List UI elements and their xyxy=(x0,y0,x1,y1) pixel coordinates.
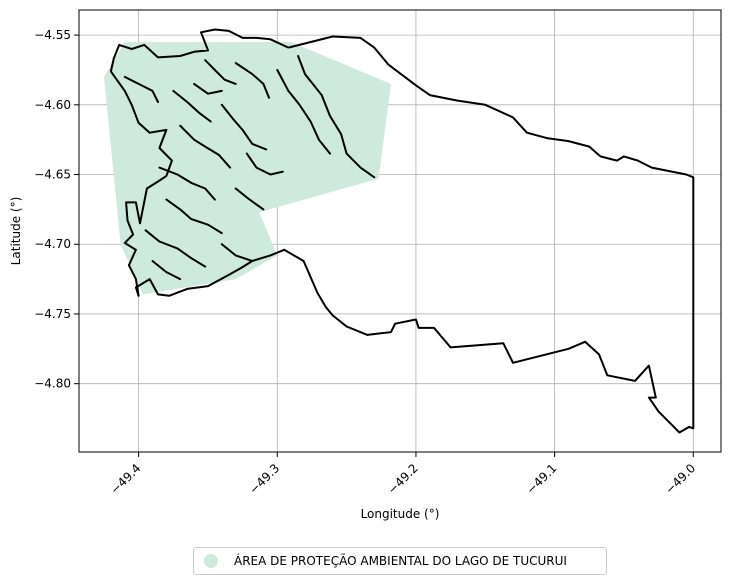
lake-inlet-outline xyxy=(234,187,265,211)
y-tick-label: −4.75 xyxy=(34,307,71,321)
y-tick-label: −4.65 xyxy=(34,168,71,182)
y-tick-label: −4.55 xyxy=(34,28,71,42)
legend-entry-label: ÁREA DE PROTEÇÃO AMBIENTAL DO LAGO DE TU… xyxy=(234,554,567,568)
lake-outline xyxy=(109,28,695,434)
lake-inlet-outline xyxy=(204,59,237,85)
y-tick-label: −4.80 xyxy=(34,377,71,391)
lake-inlet-outline xyxy=(297,55,376,179)
x-axis-ticks: −49.4 −49.3 −49.2 −49.1 −49.0 xyxy=(108,452,698,497)
lake-inlet-outline xyxy=(276,69,331,155)
y-axis-label: Latitude (°) xyxy=(9,197,23,266)
lake-inlet-outline xyxy=(193,82,223,95)
lake-inlet-outline xyxy=(158,166,216,201)
lake-inlet-outline xyxy=(123,75,159,103)
lake-boundary-layer xyxy=(109,28,695,434)
apa-fill-layer xyxy=(104,42,391,295)
x-axis-label: Longitude (°) xyxy=(361,507,440,521)
legend-swatch xyxy=(204,554,218,568)
y-tick-label: −4.70 xyxy=(34,237,71,251)
lake-inlet-outline xyxy=(245,152,284,176)
x-tick-label: −49.3 xyxy=(246,461,282,497)
legend: ÁREA DE PROTEÇÃO AMBIENTAL DO LAGO DE TU… xyxy=(193,547,607,575)
lake-inlet-outline xyxy=(220,243,254,262)
lake-inlet-outline xyxy=(234,62,270,99)
x-tick-label: −49.2 xyxy=(385,461,421,497)
x-tick-label: −49.4 xyxy=(108,461,144,497)
lake-inlet-outline xyxy=(220,103,268,151)
plot-frame xyxy=(78,9,722,453)
lake-inlet-outline xyxy=(151,260,182,281)
lake-inlet-outline xyxy=(144,229,207,268)
x-tick-label: −49.1 xyxy=(524,461,560,497)
y-axis-ticks: −4.55 −4.60 −4.65 −4.70 −4.75 −4.80 xyxy=(34,28,79,391)
apa-area-polygon xyxy=(104,42,391,295)
lake-inlet-outline xyxy=(165,198,223,235)
x-tick-label: −49.0 xyxy=(662,461,698,497)
y-tick-label: −4.60 xyxy=(34,98,71,112)
lake-inlet-outline xyxy=(179,124,232,169)
lake-inlet-outline xyxy=(172,89,212,123)
